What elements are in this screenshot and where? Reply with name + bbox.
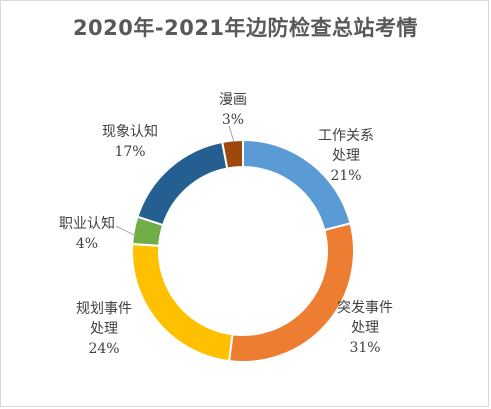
slice-label-3: 职业认知 4% <box>59 215 115 252</box>
leader-line-5 <box>228 125 235 143</box>
slice-label-2: 规划事件处理 24% <box>76 301 132 357</box>
slice-1 <box>227 222 355 363</box>
slice-5 <box>221 138 244 170</box>
slice-label-5: 漫画 3% <box>219 92 247 128</box>
slice-category-label: 处理 <box>90 321 118 337</box>
slices-layer <box>131 138 355 363</box>
slice-4 <box>136 140 229 227</box>
labels-layer: 工作关系处理 21%突发事件处理 31%规划事件处理 24%职业认知 4%现象认知 17%… <box>59 92 393 357</box>
slice-value-label: 24% <box>88 341 119 357</box>
slice-value-label: 3% <box>222 112 244 128</box>
slice-value-label: 21% <box>330 168 361 184</box>
slice-label-1: 突发事件处理 31% <box>337 300 393 356</box>
slice-2 <box>131 242 234 363</box>
slice-label-0: 工作关系处理 21% <box>318 128 374 184</box>
slice-label-4: 现象认知 17% <box>102 123 158 160</box>
leader-lines-layer <box>115 125 235 237</box>
slice-value-label: 17% <box>114 144 145 160</box>
slice-category-label: 职业认知 <box>59 215 115 232</box>
slice-category-label: 突发事件 <box>337 300 393 316</box>
slice-value-label: 4% <box>76 236 98 252</box>
leader-line-3 <box>115 225 137 237</box>
slice-value-label: 31% <box>349 340 380 356</box>
slice-category-label: 工作关系 <box>318 128 374 144</box>
slice-category-label: 处理 <box>351 320 379 336</box>
chart-title: 2020年-2021年边防检查总站考情 <box>72 16 419 40</box>
slice-category-label: 漫画 <box>219 92 247 108</box>
slice-category-label: 现象认知 <box>102 123 158 140</box>
slice-category-label: 规划事件 <box>76 301 132 317</box>
slice-category-label: 处理 <box>332 148 360 164</box>
